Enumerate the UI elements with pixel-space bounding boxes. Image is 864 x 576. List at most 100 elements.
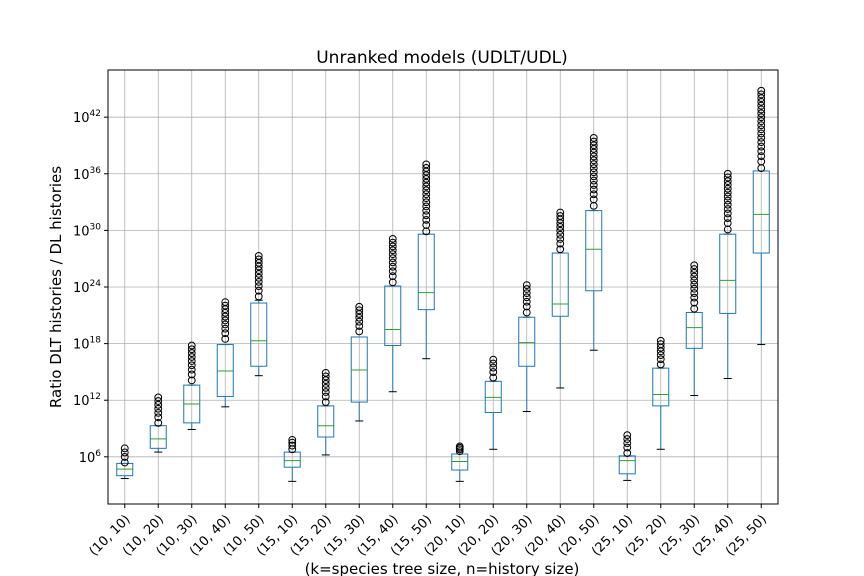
outlier-point [757,94,766,103]
outlier-point [690,298,699,307]
box-group [484,355,502,450]
outlier-point [254,282,263,291]
outlier-point [254,273,263,282]
outlier-point [589,164,598,173]
box-group [618,431,636,481]
box-group [451,442,469,482]
outlier-point [388,242,397,251]
outlier-point [656,340,665,349]
outlier-point [321,380,330,388]
outlier-point [757,138,766,146]
outlier-point [522,302,531,311]
outlier-point [422,190,431,199]
outlier-point [723,200,732,209]
y-tick-label: 1030 [73,222,101,239]
outlier-point [690,284,699,293]
box-group [116,444,134,480]
outlier-point [522,281,531,290]
outlier-point [757,142,766,151]
outlier-point [723,225,732,234]
outlier-point [221,320,230,329]
y-tick-label: 1042 [73,109,101,126]
outlier-point [757,121,766,130]
outlier-point [757,133,766,142]
outlier-point [221,329,230,338]
y-tick-label: 1036 [73,166,101,183]
outlier-point [187,365,196,374]
outlier-point [556,235,565,243]
outlier-point [187,370,196,379]
outlier-point [120,458,129,467]
box-group [250,251,268,377]
outlier-point [120,453,129,461]
outlier-point [288,435,297,444]
outlier-point [422,206,431,215]
outlier-point [556,245,565,254]
outlier-point [154,397,163,405]
outlier-point [589,195,598,204]
outlier-point [757,97,766,106]
outlier-point [154,404,163,413]
outlier-point [690,261,699,270]
outlier-point [422,178,431,187]
iqr-box [149,425,167,449]
outlier-point [556,230,565,239]
box-group [283,435,301,482]
outlier-point [187,341,196,350]
y-tick-label: 1024 [73,279,101,296]
outlier-point [321,368,330,377]
outlier-point [489,368,498,376]
outlier-point [422,221,431,229]
outlier-point [187,357,196,365]
outlier-point [154,408,163,417]
outlier-point [757,90,766,99]
outlier-point [388,250,397,259]
grid-lines [108,70,778,504]
outlier-point [120,448,129,457]
outlier-point [221,298,230,306]
outlier-point [154,400,163,409]
outlier-point [589,172,598,181]
outlier-point [221,334,230,343]
outlier-point [355,306,364,315]
outlier-point [690,276,699,285]
outlier-point [522,293,531,302]
outlier-point [522,297,531,306]
outlier-point [723,209,732,218]
outlier-point [388,258,397,267]
outlier-point [623,449,632,457]
outlier-point [422,194,431,203]
outlier-point [355,302,364,311]
outlier-point [321,398,330,407]
outlier-point [656,336,665,345]
outlier-point [623,439,632,448]
box-group [149,393,167,453]
outlier-point [522,289,531,297]
outlier-point [254,292,263,301]
outlier-point [723,205,732,213]
box-group [216,298,234,408]
outlier-point [690,293,699,302]
outlier-point [154,413,163,422]
outlier-point [187,353,196,361]
outlier-point [656,355,665,364]
outlier-point [757,157,766,166]
outlier-point [556,239,565,248]
iqr-box [719,233,737,314]
outlier-point [723,169,732,178]
outlier-point [388,278,397,287]
outlier-point [589,190,598,199]
outlier-point [221,301,230,310]
chart-title: Unranked models (UDLT/UDL) [316,48,568,68]
outlier-point [321,392,330,401]
outlier-point [723,196,732,205]
outlier-point [757,113,766,122]
outlier-point [589,160,598,169]
outlier-point [455,442,464,451]
outlier-point [388,246,397,255]
outlier-point [355,313,364,322]
outlier-point [254,286,263,295]
box-group [350,302,368,422]
outlier-point [589,148,598,157]
